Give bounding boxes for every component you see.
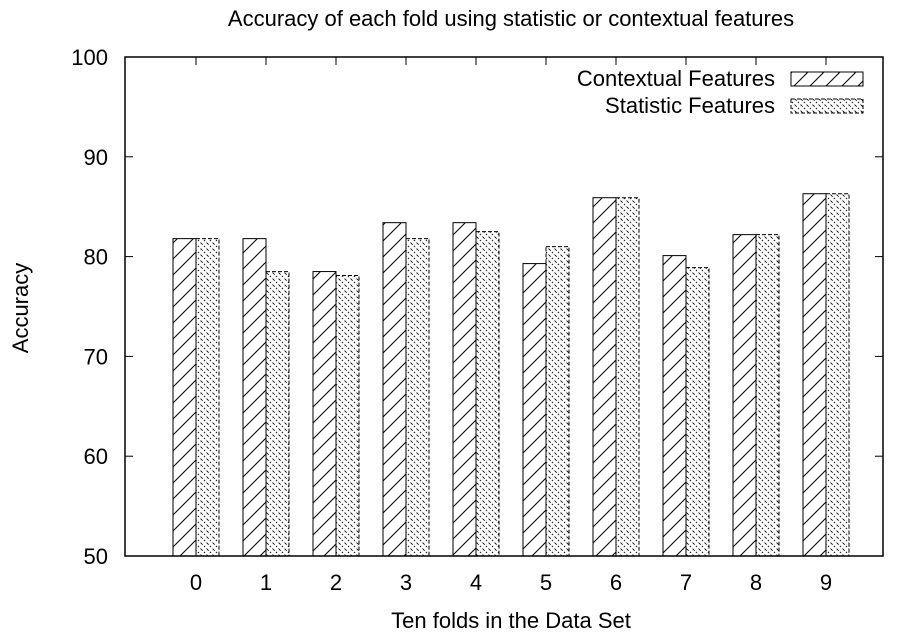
- y-tick-label: 70: [84, 344, 108, 369]
- x-tick-label: 7: [680, 570, 692, 595]
- y-tick-label: 90: [84, 145, 108, 170]
- legend-label-statistic: Statistic Features: [605, 93, 775, 118]
- bar-statistic-5: [545, 246, 570, 557]
- y-tick-label: 60: [84, 444, 108, 469]
- x-axis-label: Ten folds in the Data Set: [391, 608, 631, 633]
- bar-contextual-7: [662, 255, 687, 557]
- bar-statistic-6: [615, 197, 640, 557]
- legend: Contextual Features Statistic Features: [577, 66, 864, 118]
- bar-contextual-8: [732, 234, 757, 557]
- x-tick-label: 1: [260, 570, 272, 595]
- legend-swatch-statistic: [790, 98, 864, 114]
- x-tick-label: 0: [190, 570, 202, 595]
- y-tick-label: 80: [84, 245, 108, 270]
- plot-frame: [124, 56, 884, 557]
- y-axis-label: Accuracy: [8, 263, 33, 353]
- bar-contextual-2: [312, 271, 337, 557]
- bar-statistic-9: [825, 193, 850, 557]
- x-tick-label: 6: [610, 570, 622, 595]
- bars-group: [172, 193, 850, 557]
- bar-statistic-0: [195, 238, 220, 557]
- x-tick-label: 5: [540, 570, 552, 595]
- x-tick-label: 4: [470, 570, 482, 595]
- x-tick-label: 8: [750, 570, 762, 595]
- bar-contextual-5: [522, 263, 547, 557]
- bar-contextual-1: [242, 238, 267, 557]
- bar-statistic-8: [755, 234, 780, 557]
- x-tick-label: 2: [330, 570, 342, 595]
- bar-statistic-4: [475, 231, 500, 557]
- y-tick-label: 100: [71, 45, 108, 70]
- legend-swatch-contextual: [790, 71, 864, 87]
- bar-statistic-7: [685, 267, 710, 557]
- ticks-group: 0 1 2 3 4 5 6 7 8 9 50 60 70 80 90 100: [71, 45, 883, 595]
- legend-label-contextual: Contextual Features: [577, 66, 775, 91]
- bar-statistic-1: [265, 271, 290, 557]
- x-tick-label: 9: [820, 570, 832, 595]
- bar-statistic-2: [335, 275, 360, 557]
- bar-contextual-3: [382, 222, 407, 557]
- bar-statistic-3: [405, 238, 430, 557]
- bar-contextual-0: [172, 238, 197, 557]
- bar-contextual-9: [802, 193, 827, 557]
- y-tick-label: 50: [84, 544, 108, 569]
- x-tick-label: 3: [400, 570, 412, 595]
- bar-contextual-6: [592, 197, 617, 557]
- bar-contextual-4: [452, 222, 477, 557]
- chart-title: Accuracy of each fold using statistic or…: [228, 6, 794, 31]
